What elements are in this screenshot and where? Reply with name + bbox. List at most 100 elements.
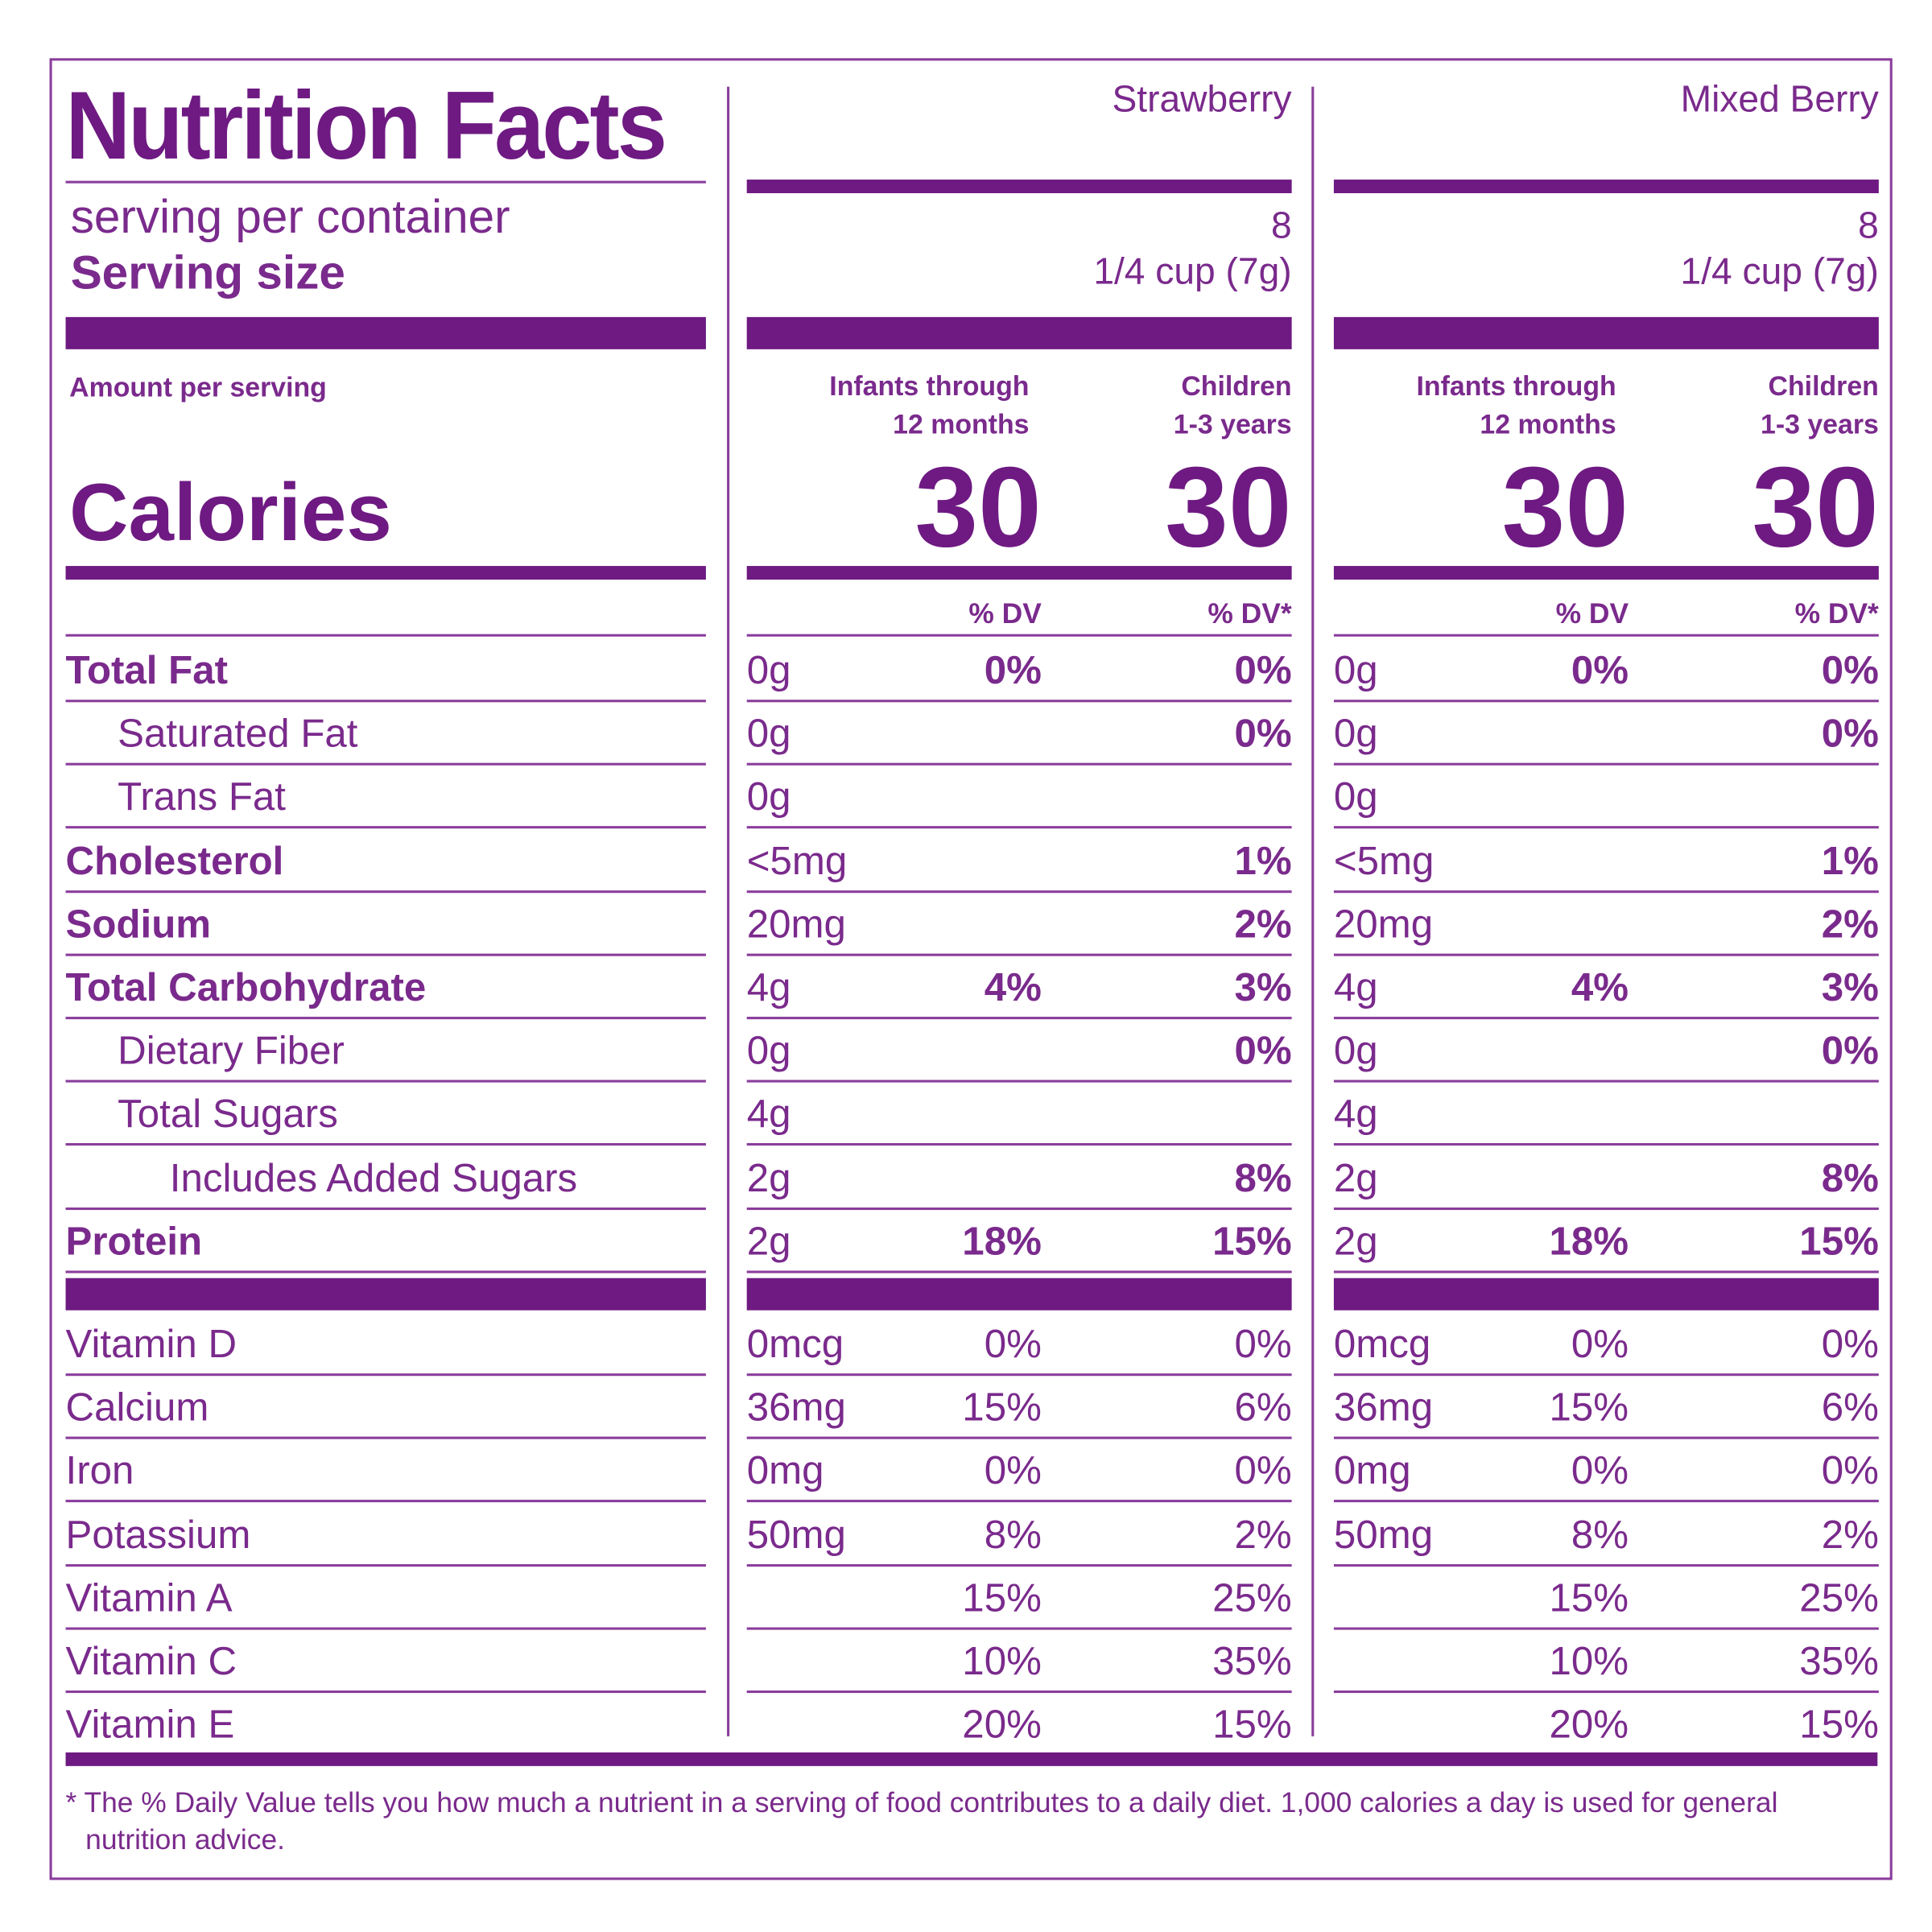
amount: 20mg bbox=[1333, 901, 1434, 947]
nutrient-values: 0mg 0% 0% bbox=[746, 1439, 1292, 1503]
dv-infants: 18% bbox=[962, 1218, 1042, 1263]
dv-infants: 20% bbox=[1549, 1702, 1629, 1747]
nutrient-values: 4g bbox=[746, 1083, 1292, 1146]
nutrient-values: 20% 15% bbox=[1334, 1693, 1879, 1756]
dv-children: 3% bbox=[1234, 964, 1292, 1009]
nutrient-values: 0mcg 0% 0% bbox=[1333, 1313, 1879, 1377]
nutrient-values: 10% 35% bbox=[1333, 1630, 1879, 1694]
amount: 4g bbox=[1333, 964, 1378, 1009]
nutrient-name: Total Sugars bbox=[65, 1083, 706, 1146]
dv-children: 15% bbox=[1212, 1702, 1292, 1747]
amount: 20mg bbox=[746, 901, 846, 947]
children-header: Children 1-3 years bbox=[1334, 366, 1879, 443]
calories-infants: 30 bbox=[1501, 444, 1629, 572]
thick-divider bbox=[1333, 316, 1879, 349]
dv-children: 0% bbox=[1234, 647, 1292, 692]
footnote: * The % Daily Value tells you how much a… bbox=[65, 1785, 1778, 1856]
nutrient-values: 2g 8% bbox=[1333, 1146, 1879, 1210]
dv-infants: 0% bbox=[984, 1321, 1042, 1366]
dv-children: 0% bbox=[1234, 1028, 1292, 1073]
dv-infants: 15% bbox=[1549, 1385, 1629, 1430]
nutrient-values: 0g 0% bbox=[1333, 703, 1879, 766]
medium-divider bbox=[746, 566, 1292, 580]
infants-header-line: Infants through bbox=[829, 369, 1030, 402]
nutrient-values: 4g 4% 3% bbox=[746, 956, 1292, 1020]
dv-infants: 8% bbox=[1571, 1511, 1629, 1557]
dv-children: 0% bbox=[1821, 1028, 1879, 1073]
children-header-line: 1-3 years bbox=[1761, 408, 1879, 440]
thick-divider bbox=[1333, 1278, 1879, 1311]
dv-children: 8% bbox=[1821, 1154, 1879, 1200]
medium-divider bbox=[746, 180, 1292, 193]
calories-children: 30 bbox=[1165, 444, 1292, 572]
dv-children-header: % DV* bbox=[1794, 597, 1879, 630]
dv-children: 15% bbox=[1212, 1218, 1292, 1263]
label-border bbox=[49, 58, 1893, 1880]
amount: 0mcg bbox=[746, 1321, 844, 1366]
dv-infants: 0% bbox=[1571, 1448, 1629, 1493]
serving-size-value: 1/4 cup (7g) bbox=[1680, 251, 1879, 293]
nutrient-values: 0g 0% 0% bbox=[746, 639, 1292, 703]
nutrient-name: Vitamin D bbox=[65, 1313, 706, 1377]
dv-children: 0% bbox=[1234, 1321, 1292, 1366]
dv-infants: 15% bbox=[1549, 1575, 1629, 1620]
amount: 0mcg bbox=[1333, 1321, 1431, 1366]
medium-divider bbox=[65, 566, 706, 580]
children-header: Children 1-3 years bbox=[747, 366, 1292, 443]
dv-children: 25% bbox=[1212, 1575, 1292, 1620]
nutrient-name: Calcium bbox=[65, 1377, 706, 1439]
dv-children: 25% bbox=[1799, 1575, 1879, 1620]
nutrient-values: 2g 18% 15% bbox=[1333, 1210, 1879, 1274]
nutrient-values: 0g 0% bbox=[746, 703, 1292, 766]
amount: 0g bbox=[746, 1028, 791, 1073]
infants-header: Infants through 12 months bbox=[1334, 366, 1616, 443]
nutrient-values: 15% 25% bbox=[746, 1567, 1292, 1630]
nutrient-values: 2g 18% 15% bbox=[746, 1210, 1292, 1274]
calories-infants: 30 bbox=[914, 444, 1042, 572]
dv-children: 2% bbox=[1234, 1511, 1292, 1557]
servings-label: serving per container bbox=[70, 192, 510, 245]
dv-infants: 8% bbox=[984, 1511, 1042, 1557]
nutrient-values: 0mg 0% 0% bbox=[1333, 1439, 1879, 1503]
dv-children: 1% bbox=[1234, 837, 1292, 883]
nutrient-values: 0g 0% bbox=[1333, 1019, 1879, 1083]
dv-infants: 18% bbox=[1549, 1218, 1629, 1263]
dv-infants: 0% bbox=[1571, 1321, 1629, 1366]
nutrient-name: Vitamin A bbox=[65, 1567, 706, 1630]
dv-infants: 0% bbox=[984, 647, 1042, 692]
calories-children: 30 bbox=[1752, 444, 1879, 572]
amount: 0g bbox=[1333, 774, 1378, 819]
servings-value: 8 bbox=[1270, 205, 1292, 247]
children-header-line: 1-3 years bbox=[1173, 408, 1292, 440]
amount: 0g bbox=[746, 647, 791, 692]
column-divider bbox=[727, 86, 730, 1736]
amount: 0mg bbox=[1333, 1448, 1411, 1493]
amount: 4g bbox=[1333, 1091, 1378, 1137]
nutrient-name: Iron bbox=[65, 1439, 706, 1503]
dv-children: 0% bbox=[1821, 647, 1879, 692]
dv-infants: 15% bbox=[962, 1385, 1042, 1430]
nutrient-values: 0g 0% 0% bbox=[1333, 639, 1879, 703]
nutrient-values: 15% 25% bbox=[1333, 1567, 1879, 1630]
infants-header: Infants through 12 months bbox=[747, 366, 1030, 443]
nutrient-values: 0g bbox=[1333, 766, 1879, 829]
amount: 4g bbox=[746, 964, 791, 1009]
nutrient-values: 20% 15% bbox=[747, 1693, 1292, 1756]
dv-infants: 0% bbox=[984, 1448, 1042, 1493]
dv-infants: 15% bbox=[962, 1575, 1042, 1620]
nutrient-name: Protein bbox=[65, 1210, 706, 1274]
amount-per-serving: Amount per serving bbox=[69, 371, 327, 402]
amount: 4g bbox=[746, 1091, 791, 1137]
amount: 2g bbox=[1333, 1154, 1378, 1200]
nutrient-values: 0mcg 0% 0% bbox=[746, 1313, 1292, 1377]
dv-infants: 10% bbox=[962, 1638, 1042, 1683]
medium-divider bbox=[1333, 566, 1879, 580]
dv-infants-header: % DV bbox=[1555, 597, 1629, 630]
dv-infants: 4% bbox=[984, 964, 1042, 1009]
thick-divider bbox=[65, 316, 706, 349]
dv-children: 0% bbox=[1234, 711, 1292, 756]
nutrient-values: 36mg 15% 6% bbox=[746, 1377, 1292, 1439]
children-header-line: Children bbox=[1768, 369, 1879, 402]
nutrient-values: 50mg 8% 2% bbox=[746, 1503, 1292, 1567]
